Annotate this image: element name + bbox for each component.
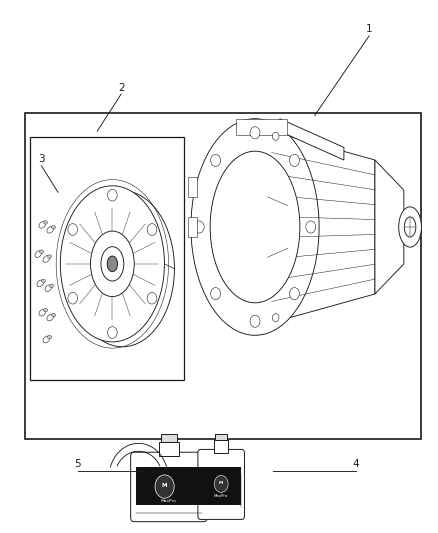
Ellipse shape bbox=[43, 336, 49, 343]
Ellipse shape bbox=[47, 255, 52, 259]
Polygon shape bbox=[236, 119, 287, 135]
Circle shape bbox=[108, 327, 117, 338]
Circle shape bbox=[147, 292, 157, 304]
Ellipse shape bbox=[39, 309, 46, 316]
Text: 1: 1 bbox=[366, 25, 372, 35]
Circle shape bbox=[272, 313, 279, 322]
Bar bbox=[30, 136, 184, 381]
Ellipse shape bbox=[43, 221, 47, 224]
Ellipse shape bbox=[210, 151, 300, 303]
Ellipse shape bbox=[37, 280, 44, 287]
Ellipse shape bbox=[91, 231, 134, 297]
Ellipse shape bbox=[47, 314, 53, 321]
Circle shape bbox=[194, 221, 204, 233]
Bar bbox=[159, 442, 179, 456]
Ellipse shape bbox=[60, 186, 164, 342]
Circle shape bbox=[250, 127, 260, 139]
Bar bbox=[215, 433, 227, 440]
Circle shape bbox=[290, 288, 300, 300]
Circle shape bbox=[147, 224, 157, 236]
Circle shape bbox=[306, 221, 316, 233]
Text: 3: 3 bbox=[38, 155, 45, 164]
Circle shape bbox=[68, 292, 78, 304]
Bar bbox=[214, 440, 228, 453]
Bar bbox=[25, 113, 421, 439]
Text: MaxPro: MaxPro bbox=[214, 494, 228, 498]
Bar bbox=[161, 434, 177, 442]
Circle shape bbox=[108, 189, 117, 201]
Bar bbox=[136, 467, 202, 505]
Circle shape bbox=[68, 224, 78, 236]
Circle shape bbox=[211, 155, 221, 166]
Ellipse shape bbox=[191, 119, 319, 335]
Text: 2: 2 bbox=[118, 83, 124, 93]
Ellipse shape bbox=[47, 335, 52, 339]
FancyBboxPatch shape bbox=[198, 449, 244, 520]
Circle shape bbox=[211, 288, 221, 300]
Ellipse shape bbox=[42, 279, 46, 282]
Ellipse shape bbox=[39, 250, 43, 253]
Ellipse shape bbox=[404, 217, 416, 237]
Circle shape bbox=[250, 315, 260, 327]
Ellipse shape bbox=[107, 256, 117, 272]
Ellipse shape bbox=[49, 284, 53, 287]
Text: 5: 5 bbox=[74, 459, 81, 469]
Ellipse shape bbox=[47, 227, 53, 233]
Ellipse shape bbox=[43, 309, 47, 312]
Text: MaxPro: MaxPro bbox=[161, 499, 177, 503]
Ellipse shape bbox=[45, 285, 52, 292]
Text: M: M bbox=[162, 483, 167, 488]
Ellipse shape bbox=[399, 207, 421, 247]
Text: 4: 4 bbox=[353, 459, 360, 469]
Circle shape bbox=[214, 475, 228, 492]
Polygon shape bbox=[280, 119, 344, 160]
Ellipse shape bbox=[71, 191, 174, 347]
Bar bbox=[188, 217, 197, 237]
Polygon shape bbox=[375, 160, 404, 294]
Circle shape bbox=[272, 132, 279, 140]
Circle shape bbox=[290, 155, 300, 166]
Bar bbox=[188, 176, 197, 197]
Ellipse shape bbox=[39, 222, 46, 228]
Ellipse shape bbox=[52, 225, 56, 229]
Bar bbox=[202, 467, 240, 505]
Ellipse shape bbox=[43, 256, 49, 262]
Circle shape bbox=[155, 475, 174, 498]
Ellipse shape bbox=[101, 247, 124, 281]
Polygon shape bbox=[272, 131, 375, 322]
Ellipse shape bbox=[52, 313, 56, 317]
FancyBboxPatch shape bbox=[131, 452, 207, 522]
Ellipse shape bbox=[35, 251, 42, 257]
Text: M: M bbox=[219, 481, 223, 485]
